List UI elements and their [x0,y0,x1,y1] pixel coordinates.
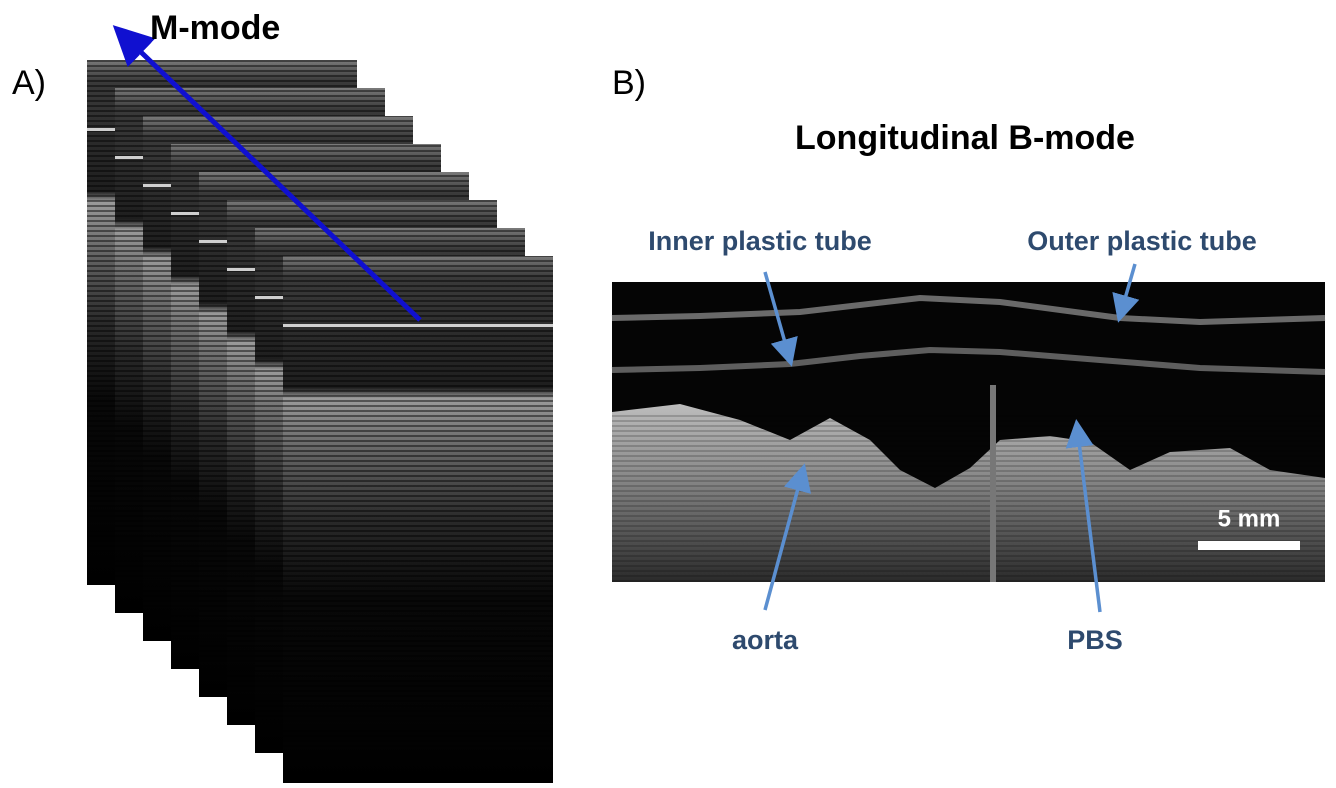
annotation: aorta [732,625,799,655]
panel-title: M-mode [150,9,280,47]
m-mode-frame [283,324,553,327]
pointer-arrows [763,263,1140,613]
m-mode-frame [283,256,553,781]
direction-arrow [112,25,422,322]
annotation: PBS [1067,625,1123,655]
panel-label: A) [12,64,46,102]
scale-bar [1198,541,1300,550]
m-mode-frames [87,60,553,783]
panel-title: Longitudinal B-mode [795,119,1135,157]
b-mode-image: 5 mm [611,282,1326,582]
panel-label: B) [612,64,646,102]
scale-label: 5 mm [1218,505,1281,532]
annotation: Outer plastic tube [1027,226,1257,256]
annotation: Inner plastic tube [648,226,872,256]
